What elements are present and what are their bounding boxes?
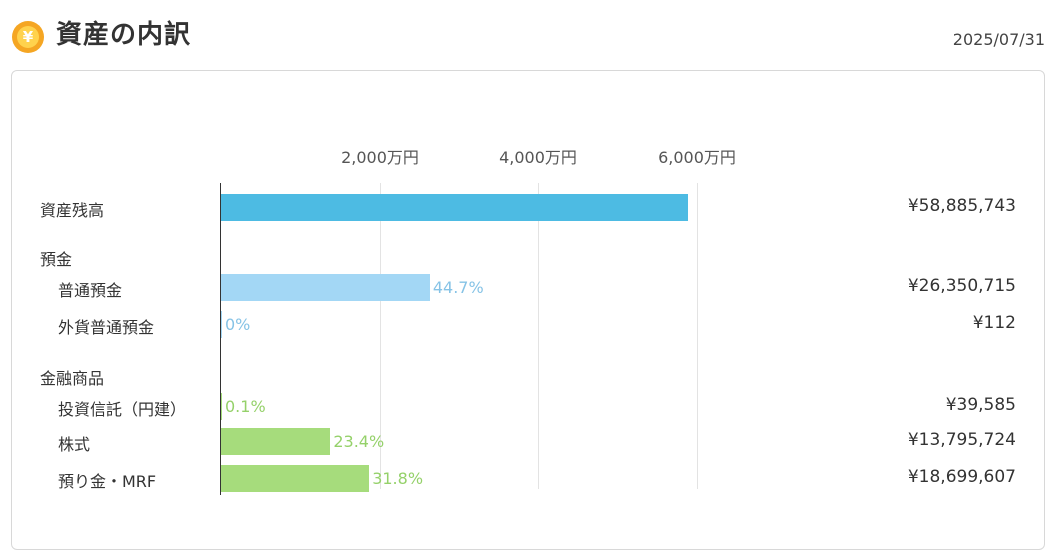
row-label: 株式 [58,435,91,454]
row-label: 資産残高 [40,201,105,220]
row-label: 普通預金 [58,281,123,300]
gridline [538,183,539,489]
row-label: 投資信託（円建） [58,400,187,419]
bar [221,428,331,455]
amount-value: ¥58,885,743 [907,196,1016,216]
row-label: 外貨普通預金 [58,318,155,337]
category-group-label: 金融商品 [40,369,105,388]
percent-label: 23.4% [333,432,385,451]
page-title: 資産の内訳 [56,20,192,50]
amount-value: ¥39,585 [945,395,1016,415]
percent-label: 0% [225,315,251,334]
row-label: 預り金・MRF [58,472,157,491]
bar [221,393,222,420]
x-tick-label: 6,000万円 [658,148,736,167]
gridline [697,183,698,489]
bar [221,274,430,301]
bar [221,194,688,221]
percent-label: 44.7% [432,278,484,297]
amount-value: ¥13,795,724 [907,430,1016,450]
amount-value: ¥18,699,607 [907,467,1016,487]
bar [221,311,222,338]
yen-glyph: ¥ [17,26,39,48]
percent-label: 31.8% [372,469,424,488]
as-of-date: 2025/07/31 [952,30,1045,49]
gridline [380,183,381,489]
x-tick-label: 4,000万円 [499,148,577,167]
yen-coin-icon: ¥ [12,21,44,53]
asset-breakdown-panel [11,70,1045,550]
bar [221,465,370,492]
amount-value: ¥112 [972,313,1016,333]
page-header: ¥ 資産の内訳 2025/07/31 [0,0,1057,70]
axis-baseline [220,183,221,495]
percent-label: 0.1% [225,397,266,416]
amount-value: ¥26,350,715 [907,276,1016,296]
x-tick-label: 2,000万円 [341,148,419,167]
category-group-label: 預金 [40,250,73,269]
